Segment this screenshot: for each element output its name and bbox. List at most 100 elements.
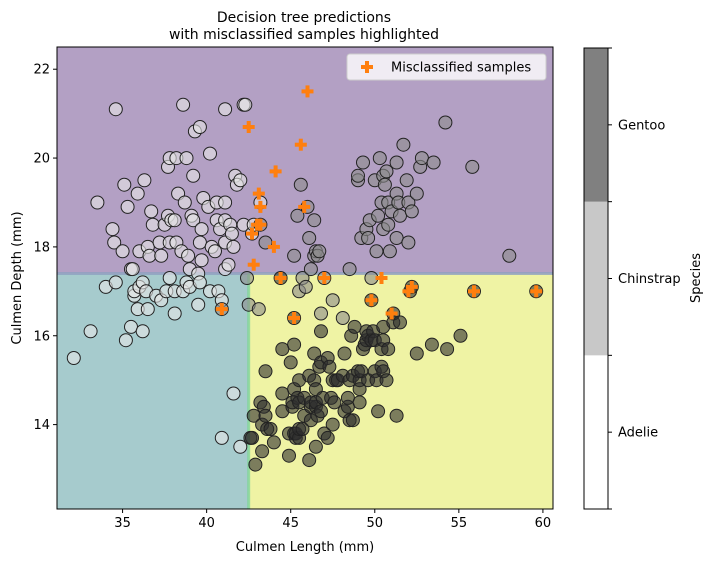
marker-v [256, 187, 261, 200]
point-gentoo [379, 373, 394, 388]
point-gentoo [275, 342, 290, 357]
misclassified-marker [254, 218, 267, 231]
x-tick-label: 35 [114, 516, 131, 531]
point-chinstrap [371, 208, 386, 223]
colorbar-label-adelie: Adelie [618, 426, 658, 441]
marker-v [292, 312, 297, 324]
marker-v [271, 240, 276, 253]
misclassified-marker [301, 85, 314, 98]
point-gentoo [381, 342, 396, 357]
point-gentoo [325, 417, 340, 432]
x-axis-label: Culmen Length (mm) [236, 540, 374, 555]
misclassified-marker [274, 272, 287, 284]
x-axis-ticks: 35 40 45 50 55 60 [114, 509, 551, 531]
marker-v [302, 200, 307, 213]
marker-v [273, 165, 278, 178]
point-chinstrap [409, 186, 424, 201]
point-gentoo [453, 328, 468, 343]
marker-v [246, 121, 251, 133]
point-adelie [176, 97, 191, 112]
misclassified-marker [365, 294, 378, 307]
point-chinstrap [465, 159, 480, 174]
point-adelie [108, 102, 123, 117]
misclassified-marker [247, 258, 260, 271]
point-gentoo [424, 337, 439, 352]
point-chinstrap [342, 262, 357, 277]
data-points [66, 97, 544, 472]
legend-marker [361, 61, 373, 73]
point-adelie [144, 204, 159, 219]
point-chinstrap [372, 151, 387, 166]
chart-title-line1: Decision tree predictions [217, 10, 391, 26]
colorbar-segment-chinstrap [584, 201, 608, 356]
marker-v [258, 200, 263, 213]
point-gentoo [287, 337, 302, 352]
point-gentoo [248, 457, 263, 472]
point-chinstrap [356, 155, 370, 170]
point-chinstrap [251, 302, 266, 317]
legend-label: Misclassified samples [391, 61, 531, 76]
point-adelie [192, 235, 207, 250]
marker-v [406, 285, 411, 298]
y-tick-label: 18 [33, 240, 50, 255]
y-tick-label: 14 [33, 418, 50, 433]
point-gentoo [320, 430, 335, 445]
point-gentoo [266, 435, 281, 450]
point-adelie [226, 239, 241, 254]
point-adelie [214, 430, 229, 445]
point-gentoo [314, 324, 328, 339]
point-adelie [218, 195, 233, 210]
point-adelie [167, 213, 182, 228]
point-adelie [181, 248, 196, 263]
point-adelie [162, 271, 177, 285]
point-chinstrap [393, 208, 407, 223]
colorbar-segment-adelie [584, 355, 608, 509]
point-adelie [203, 146, 217, 161]
marker-v [278, 272, 283, 284]
point-gentoo [314, 404, 328, 419]
chart-title-line2: with misclassified samples highlighted [169, 27, 439, 43]
misclassified-marker [405, 280, 418, 293]
point-chinstrap [379, 164, 394, 179]
misclassified-marker [246, 227, 258, 240]
point-chinstrap [361, 231, 376, 245]
point-adelie [221, 257, 236, 272]
point-gentoo [393, 315, 407, 330]
point-chinstrap [502, 248, 517, 263]
marker-v [379, 272, 384, 284]
point-gentoo [263, 422, 278, 436]
legend: Misclassified samples [346, 53, 547, 81]
point-gentoo [283, 355, 298, 370]
point-chinstrap [335, 311, 350, 325]
misclassified-marker [375, 272, 388, 284]
misclassified-marker [242, 121, 255, 133]
misclassified-marker [468, 285, 480, 298]
point-chinstrap [290, 208, 305, 223]
marker-v [250, 227, 254, 240]
point-gentoo [409, 346, 424, 361]
point-chinstrap [312, 244, 327, 259]
point-gentoo [347, 319, 362, 334]
point-gentoo [302, 453, 317, 468]
point-adelie [90, 195, 105, 210]
point-gentoo [389, 408, 404, 423]
point-adelie [142, 248, 157, 263]
x-tick-label: 55 [451, 516, 468, 531]
x-tick-label: 50 [367, 516, 384, 531]
misclassified-marker [254, 200, 267, 213]
point-adelie [194, 222, 209, 237]
point-adelie [233, 439, 248, 454]
y-axis-ticks: 14 16 18 20 22 [33, 63, 57, 433]
marker-v [219, 303, 224, 316]
x-tick-label: 45 [282, 516, 299, 531]
point-adelie [118, 333, 133, 348]
point-adelie [137, 173, 152, 188]
marker-v [305, 85, 310, 98]
point-gentoo [295, 422, 310, 436]
point-chinstrap [381, 217, 396, 232]
point-chinstrap [307, 213, 322, 228]
point-gentoo [282, 448, 296, 463]
point-adelie [107, 235, 122, 250]
misclassified-marker [269, 165, 282, 178]
